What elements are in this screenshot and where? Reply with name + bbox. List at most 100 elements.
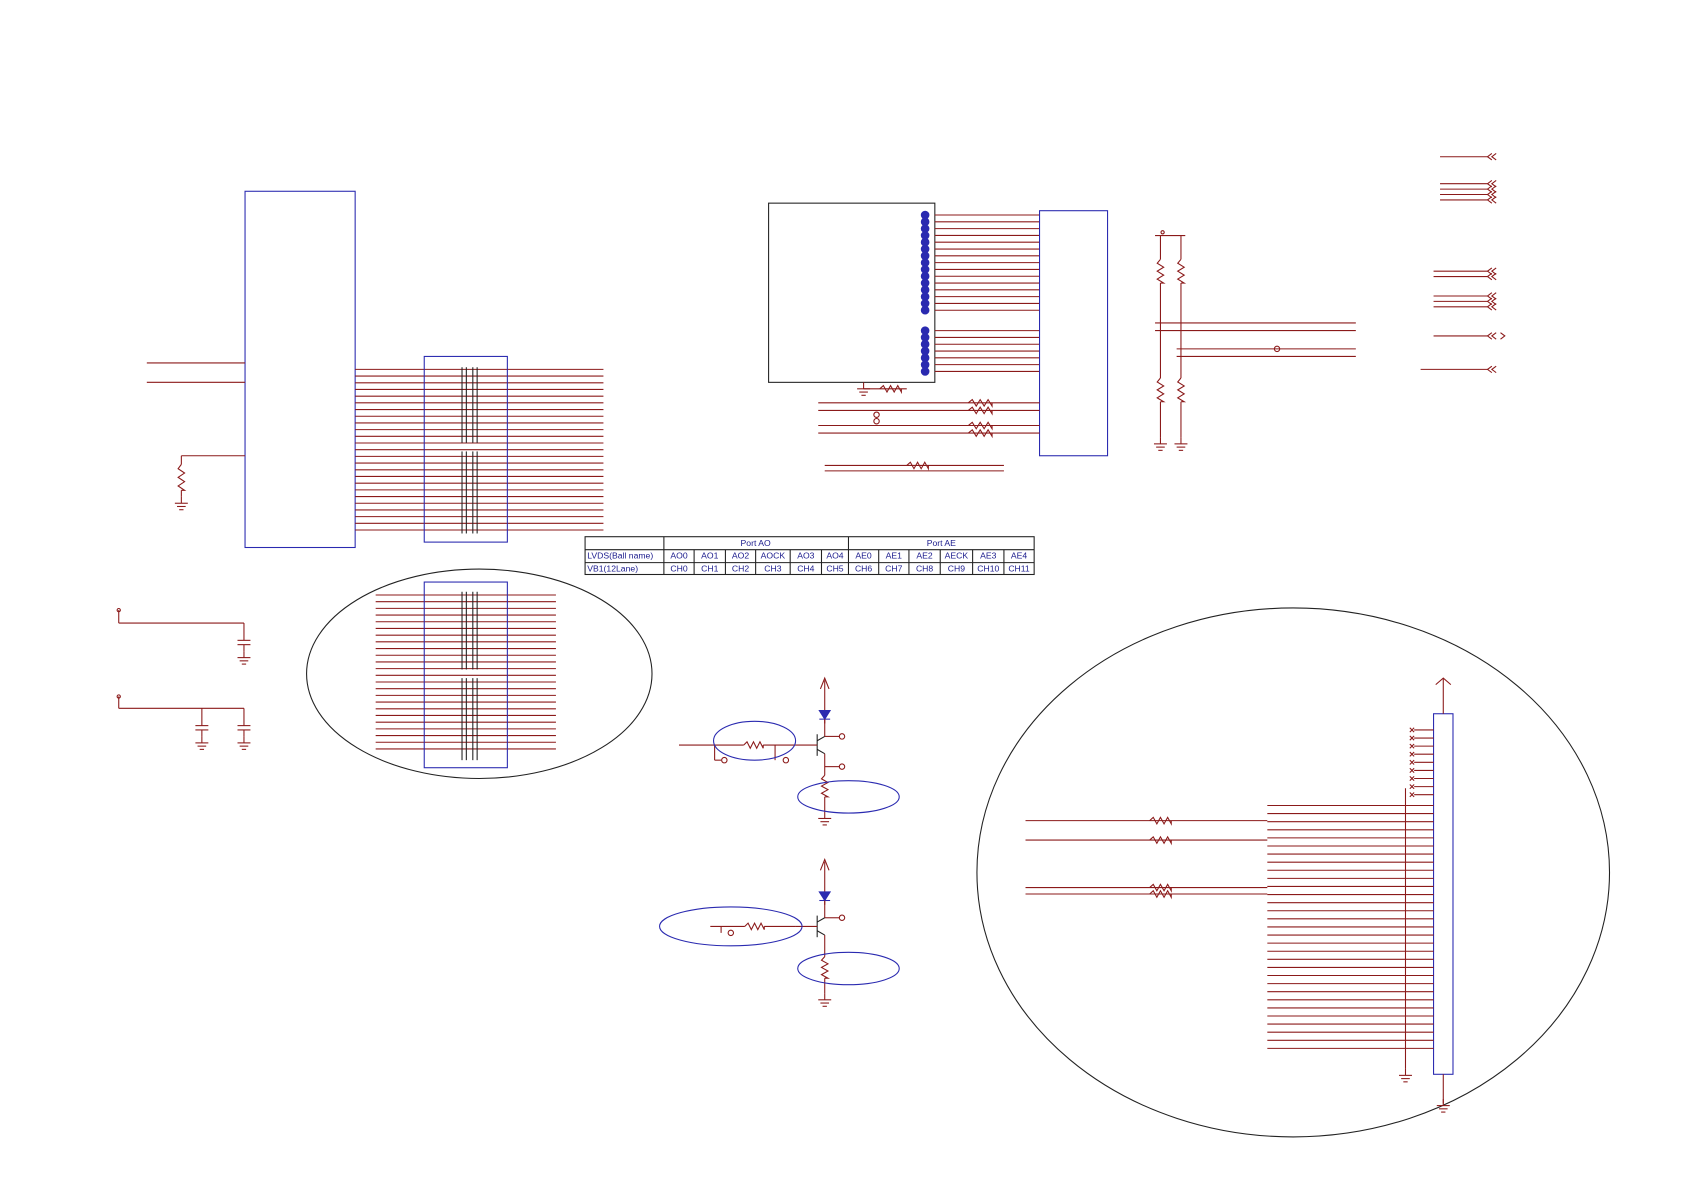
- wire: [816, 748, 825, 755]
- led: [818, 709, 832, 721]
- pin: [727, 929, 735, 937]
- offpage: [1486, 180, 1497, 188]
- table-cell: CH2: [732, 563, 749, 573]
- outline: [797, 780, 900, 814]
- table-cell: AE3: [980, 550, 997, 560]
- block: [768, 202, 936, 383]
- offpage: [1500, 332, 1506, 340]
- led: [818, 891, 832, 902]
- table-cell: CH7: [885, 563, 902, 573]
- offpage: [1486, 332, 1497, 340]
- nc: [1409, 743, 1415, 749]
- table-group-header: Port AO: [741, 538, 771, 548]
- table-cell: CH6: [855, 563, 872, 573]
- outline: [306, 568, 653, 780]
- resistor: [820, 774, 831, 798]
- table-cell: CH0: [670, 563, 687, 573]
- pin: [920, 367, 930, 376]
- table-cell: CH8: [916, 563, 933, 573]
- table-cell: AE0: [855, 550, 872, 560]
- pin: [873, 417, 880, 425]
- table-cell: AO1: [701, 550, 718, 560]
- resistor: [879, 384, 902, 395]
- table-cell: CH11: [1008, 563, 1030, 573]
- nc: [1409, 751, 1415, 757]
- pin: [838, 914, 846, 922]
- table-cell: CH4: [797, 563, 814, 573]
- wire: [816, 930, 825, 936]
- table-cell: AO4: [826, 550, 843, 560]
- table-cell: AE2: [916, 550, 933, 560]
- resistor: [1149, 889, 1172, 900]
- offpage: [1486, 153, 1497, 161]
- pin: [920, 305, 930, 315]
- table-cell: LVDS(Ball name): [587, 550, 653, 560]
- outline: [713, 720, 797, 761]
- nc: [1409, 735, 1415, 741]
- resistor: [1176, 258, 1187, 284]
- block: [423, 581, 508, 769]
- resistor: [1149, 835, 1172, 846]
- offpage: [1486, 272, 1497, 281]
- table-cell: AE1: [886, 550, 903, 560]
- resistor: [744, 921, 765, 931]
- table-cell: AECK: [945, 550, 969, 560]
- resistor: [1156, 377, 1166, 403]
- resistor: [1176, 377, 1187, 403]
- offpage: [1486, 267, 1497, 275]
- nc: [1409, 727, 1415, 733]
- resistor: [906, 461, 929, 471]
- table-cell: CH5: [826, 563, 843, 573]
- offpage: [1486, 292, 1497, 300]
- pin: [838, 763, 846, 770]
- offpage: [1486, 297, 1497, 306]
- table-cell: AO0: [670, 550, 687, 560]
- table-cell: CH3: [764, 563, 781, 573]
- nc: [1409, 767, 1415, 773]
- outline: [797, 951, 900, 986]
- block: [1039, 210, 1109, 457]
- table-cell: AOCK: [761, 550, 786, 560]
- resistor: [967, 428, 993, 439]
- resistor: [177, 464, 187, 491]
- table-cell: CH1: [701, 563, 718, 573]
- offpage: [1486, 190, 1497, 199]
- resistor: [1156, 258, 1166, 284]
- block: [423, 355, 508, 543]
- table-cell: AE4: [1011, 550, 1028, 560]
- table-cell: CH10: [977, 563, 999, 573]
- pin: [1273, 345, 1281, 353]
- table-cell: AO3: [797, 550, 814, 560]
- pin: [873, 411, 880, 418]
- table-group-header: Port AE: [927, 538, 956, 548]
- pin: [838, 733, 846, 740]
- resistor: [967, 406, 993, 416]
- nc: [1409, 759, 1415, 765]
- resistor: [967, 398, 993, 409]
- pin: [782, 756, 790, 764]
- block: [584, 536, 1035, 576]
- outline: [659, 906, 803, 947]
- offpage: [1486, 365, 1497, 374]
- block: [244, 190, 356, 549]
- resistor: [743, 740, 764, 750]
- wire: [816, 917, 825, 923]
- outline: [976, 607, 1611, 1138]
- pin: [116, 607, 121, 613]
- table-cell: VB1(12Lane): [587, 563, 638, 573]
- arrow: [819, 676, 830, 690]
- nc: [1409, 784, 1415, 790]
- pin: [1160, 230, 1165, 235]
- arrow: [819, 858, 830, 871]
- nc: [1409, 792, 1415, 798]
- resistor: [820, 956, 831, 979]
- wire: [816, 735, 825, 742]
- pin: [721, 756, 728, 764]
- offpage: [1486, 303, 1497, 311]
- table-cell: CH9: [948, 563, 965, 573]
- resistor: [967, 421, 993, 431]
- arrow: [1435, 677, 1452, 686]
- pin: [116, 694, 121, 699]
